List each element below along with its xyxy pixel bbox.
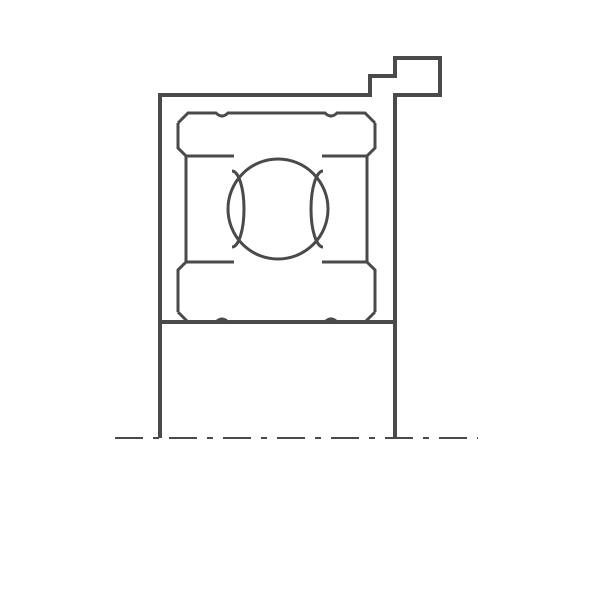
inner-race-top-edge [178,113,375,123]
inner-race-right-side [367,123,375,312]
bearing-cross-section-diagram [0,0,600,600]
inner-race-left-side [178,123,186,312]
inner-race-bottom-edge [178,312,375,322]
